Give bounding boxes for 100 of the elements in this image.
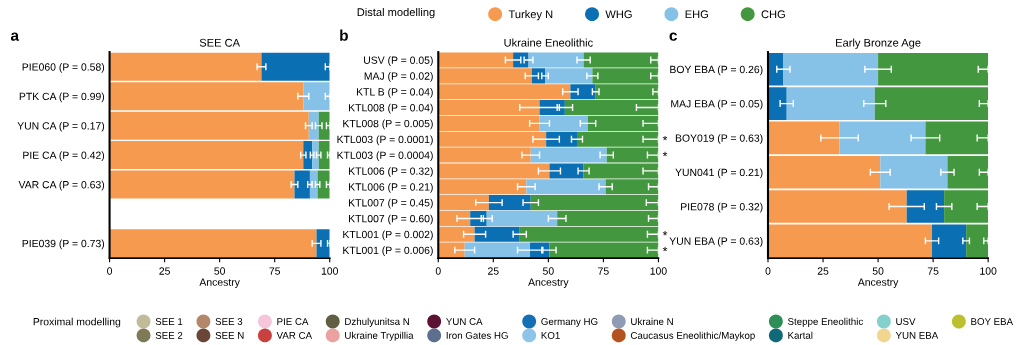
- bar: [464, 242, 530, 258]
- bar: [109, 229, 317, 258]
- text: a: [10, 32, 20, 41]
- bar: [839, 121, 926, 155]
- category-label: Steppe Eneolithic: [787, 317, 863, 327]
- y-tick-label: USV (P = 0.05): [364, 56, 433, 66]
- y-tick-label: VAR CA (P = 0.63): [18, 180, 105, 191]
- y-tick-label: BOY019 (P = 0.63): [675, 134, 763, 144]
- category-label: Ukraine N: [631, 317, 673, 325]
- x-tick-label: 50: [214, 267, 226, 275]
- category-label: USV: [896, 318, 916, 325]
- y-tick-label: PIE039 (P = 0.73): [22, 239, 105, 250]
- bar: [526, 179, 606, 195]
- y-tick-label: KTL008 (P = 0.005): [343, 119, 433, 130]
- category-label: Kartal: [788, 331, 813, 339]
- x-axis-title: Ancestry: [857, 278, 899, 288]
- x-tick-label: 0: [765, 267, 771, 275]
- legend-label: CHG: [761, 10, 785, 19]
- bar: [486, 210, 558, 226]
- x-axis-title: Ancestry: [528, 278, 569, 288]
- category-label: YUN CA: [446, 318, 483, 325]
- category-label: SEE 3: [215, 318, 243, 325]
- bar: [570, 84, 596, 100]
- y-tick-label: MAJ EBA (P = 0.05): [671, 99, 763, 110]
- y-tick-label: BOY EBA (P = 0.26): [670, 65, 763, 76]
- category-label: YUN EBA: [895, 332, 939, 339]
- y-tick-label: KTL007 (P = 0.60): [349, 214, 433, 225]
- x-tick-label: 75: [598, 267, 609, 275]
- category-label: SEE N: [215, 332, 244, 339]
- category-label: BOY EBA: [971, 318, 1014, 325]
- y-tick-label: PTK CA (P = 0.99): [19, 92, 105, 103]
- legend-label: EHG: [685, 10, 708, 19]
- x-tick-label: 25: [817, 267, 829, 275]
- x-axis-title: Ancestry: [199, 278, 240, 288]
- y-tick-label: KTL008 (P = 0.04): [349, 103, 433, 114]
- chart-title: Early Bronze Age: [836, 38, 921, 49]
- x-tick-label: 50: [542, 267, 554, 275]
- bar: [109, 170, 295, 199]
- y-tick-label: KTL006 (P = 0.32): [349, 167, 433, 177]
- x-tick-label: 0: [435, 267, 441, 275]
- x-tick-label: 100: [321, 267, 339, 275]
- data-label: *: [662, 246, 668, 252]
- x-tick-label: 100: [980, 267, 997, 275]
- x-tick-label: 100: [650, 267, 667, 275]
- x-tick-label: 50: [872, 267, 884, 275]
- text: b: [340, 29, 348, 41]
- bar: [906, 190, 945, 223]
- bar: [768, 121, 840, 155]
- x-tick-label: 75: [927, 267, 939, 275]
- category-label: Dzhulyunitsa N: [345, 317, 409, 327]
- y-tick-label: KTL003 (P = 0.0004): [337, 151, 433, 162]
- category-label: Ukraine Trypillia: [345, 331, 414, 341]
- x-tick-label: 0: [107, 267, 113, 275]
- bar: [303, 82, 330, 111]
- bar: [546, 131, 577, 147]
- bar: [539, 115, 588, 131]
- x-tick-label: 25: [488, 267, 499, 275]
- category-label: SEE 1: [155, 318, 183, 325]
- x-tick-label: 75: [269, 267, 281, 275]
- bar: [932, 224, 967, 258]
- y-tick-label: PIE060 (P = 0.58): [22, 63, 105, 73]
- category-label: SEE 2: [155, 332, 183, 339]
- bar: [880, 155, 948, 189]
- bar: [294, 170, 310, 199]
- legend-label: Turkey N: [508, 10, 553, 21]
- category-label: Germany HG: [541, 318, 598, 327]
- category-label: PIE CA: [277, 318, 309, 325]
- y-tick-label: KTL003 (P = 0.0001): [337, 135, 433, 146]
- data-label: *: [662, 231, 668, 236]
- data-label: *: [662, 151, 668, 157]
- y-tick-label: PIE078 (P = 0.32): [681, 202, 763, 213]
- legend-label: WHG: [605, 10, 632, 19]
- y-tick-label: KTL007 (P = 0.45): [349, 198, 433, 209]
- y-tick-label: YUN041 (P = 0.21): [675, 168, 763, 179]
- x-tick-label: 25: [159, 267, 170, 275]
- y-tick-label: KTL006 (P = 0.21): [349, 182, 433, 193]
- bar: [966, 224, 989, 258]
- text: c: [669, 32, 677, 41]
- legend-title: Distal modelling: [357, 7, 435, 19]
- bar: [925, 121, 989, 155]
- y-tick-label: YUN EBA (P = 0.63): [669, 237, 763, 247]
- category-label: Caucasus Eneolithic/Maykop: [630, 331, 755, 341]
- y-tick-label: MAJ (P = 0.02): [364, 72, 433, 82]
- bar: [530, 147, 607, 163]
- category-label: VAR CA: [276, 332, 313, 339]
- bar: [549, 163, 584, 179]
- y-tick-label: YUN CA (P = 0.17): [17, 121, 105, 132]
- legend-title: Proximal modelling: [33, 317, 121, 328]
- category-label: Iron Gates HG: [446, 332, 508, 339]
- y-tick-label: KTL001 (P = 0.006): [343, 246, 433, 257]
- y-tick-label: KTL001 (P = 0.002): [343, 230, 433, 241]
- bar: [261, 52, 330, 81]
- bar: [488, 195, 531, 211]
- data-label: *: [662, 135, 668, 141]
- y-tick-label: PIE CA (P = 0.42): [23, 151, 105, 162]
- y-tick-label: KTL B (P = 0.04): [356, 87, 433, 98]
- bar: [768, 224, 933, 258]
- category-label: KO1: [541, 332, 560, 339]
- chart-title: SEE CA: [199, 38, 240, 47]
- chart-title: Ukraine Eneolithic: [504, 38, 593, 47]
